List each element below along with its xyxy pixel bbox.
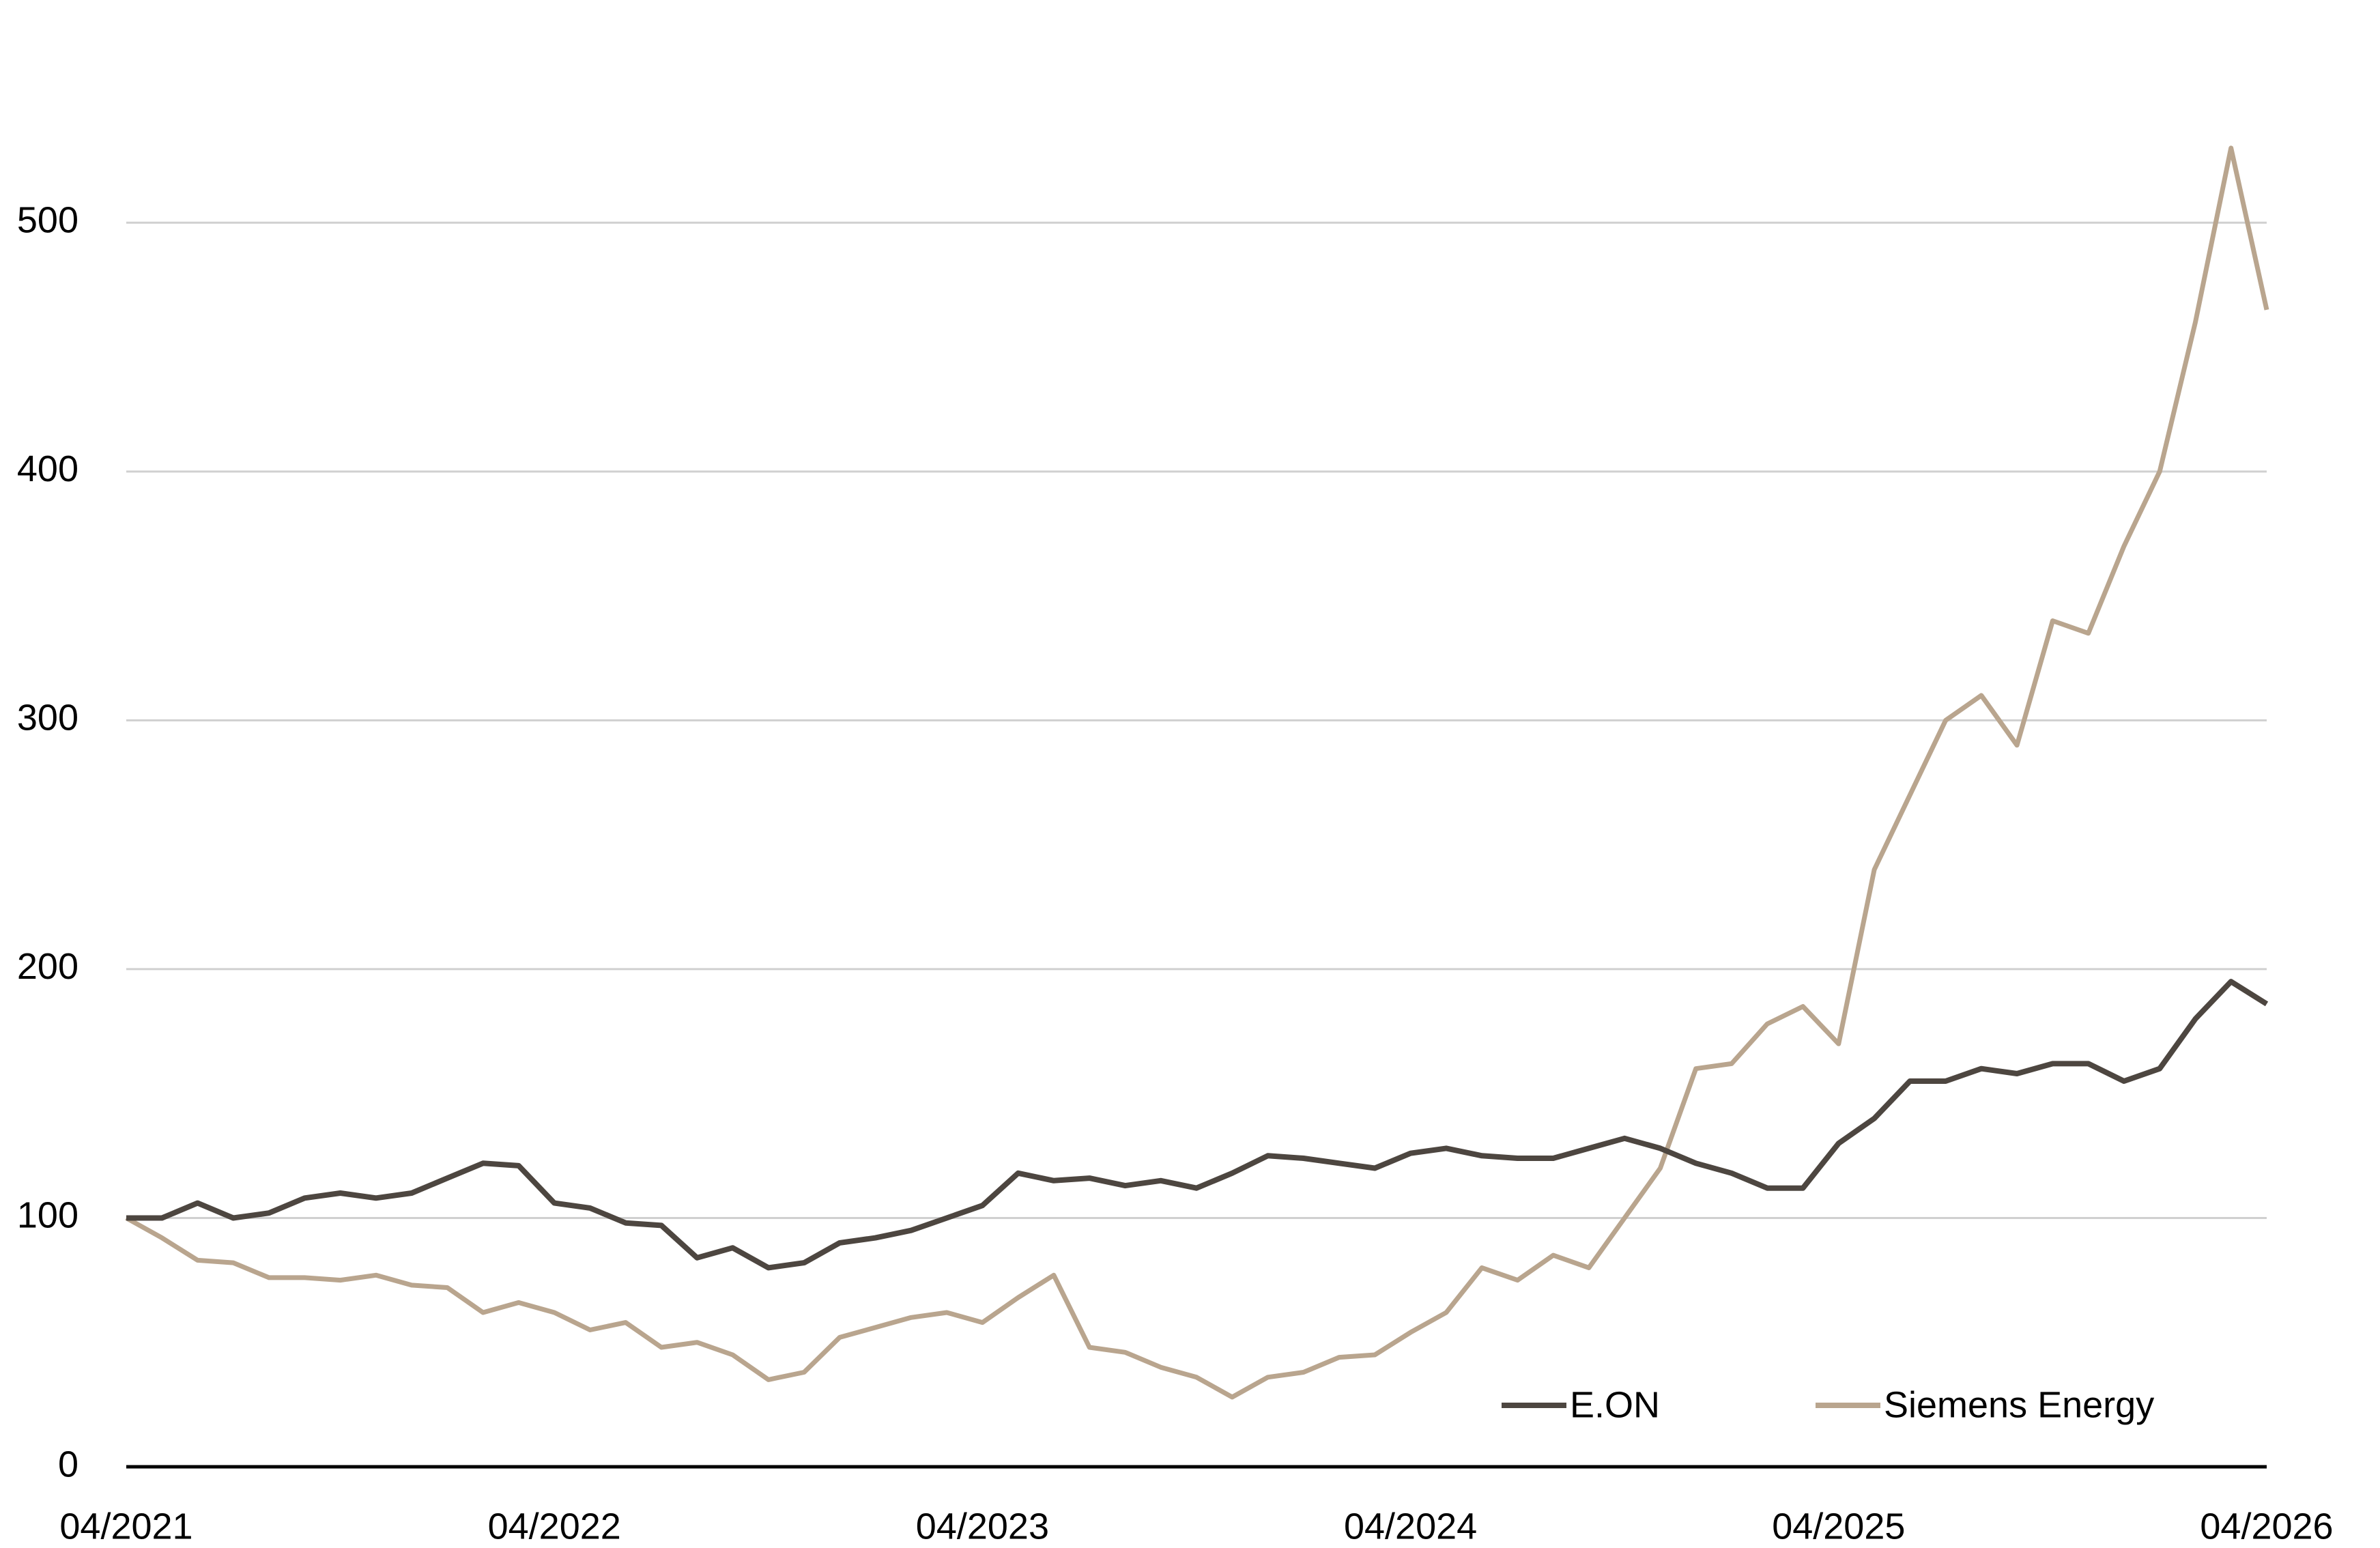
x-tick-label: 04/2025 — [1772, 1506, 1905, 1547]
y-tick-label: 100 — [17, 1195, 78, 1236]
y-tick-label: 0 — [58, 1444, 78, 1485]
series-line — [125, 145, 2269, 1400]
x-tick-label: 04/2024 — [1344, 1506, 1477, 1547]
x-tick-label: 04/2026 — [2200, 1506, 2333, 1547]
y-tick-label: 300 — [17, 698, 78, 739]
x-tick-label: 04/2023 — [916, 1506, 1049, 1547]
y-tick-label: 400 — [17, 448, 78, 489]
y-tick-label: 200 — [17, 946, 78, 987]
series-line — [126, 979, 2269, 1271]
x-tick-label: 04/2022 — [488, 1506, 621, 1547]
y-tick-label: 500 — [17, 200, 78, 241]
x-tick-label: 04/2021 — [59, 1506, 192, 1547]
legend-label: Siemens Energy — [1884, 1384, 2154, 1425]
legend-label: E.ON — [1570, 1384, 1660, 1425]
